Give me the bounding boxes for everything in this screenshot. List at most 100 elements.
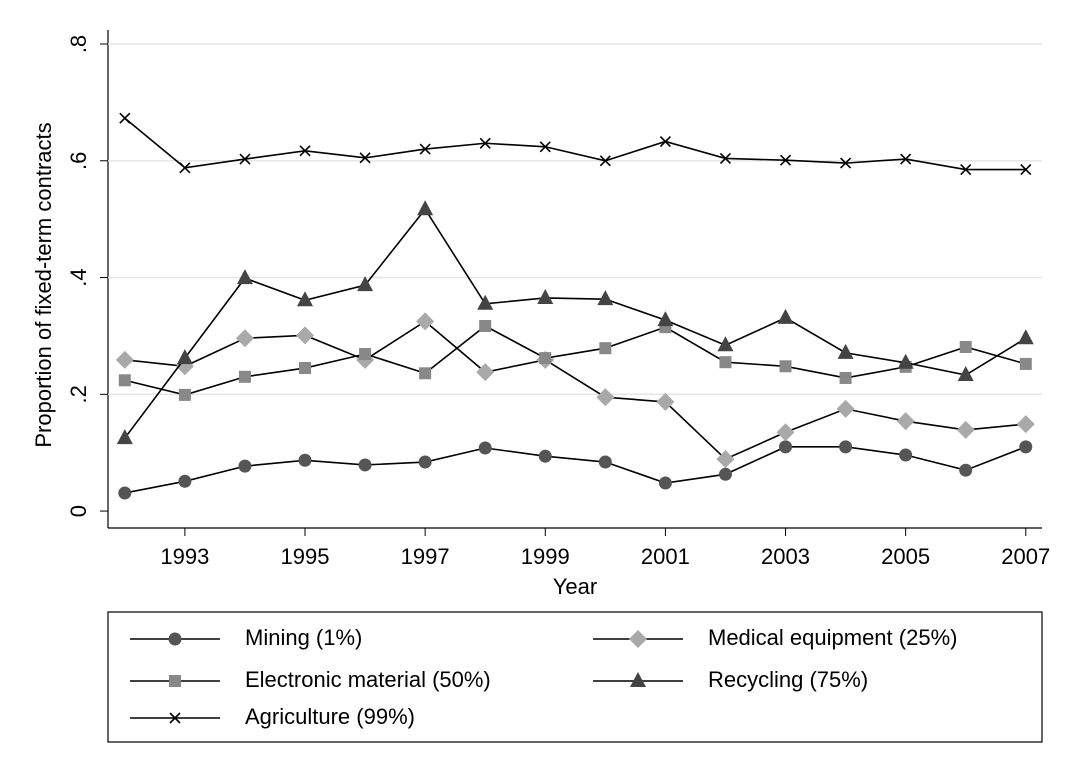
legend-label: Electronic material (50%)	[245, 667, 491, 692]
marker	[659, 135, 671, 148]
marker	[235, 329, 254, 348]
legend-box	[107, 611, 1043, 743]
y-tick-label: .8	[66, 35, 91, 53]
marker	[716, 450, 735, 469]
y-tick-label: 0	[66, 505, 91, 517]
x-tick-label: 2007	[1001, 544, 1050, 569]
marker	[957, 366, 974, 382]
marker	[119, 112, 131, 124]
marker	[178, 388, 191, 401]
y-tick-label: .6	[66, 152, 91, 170]
marker	[629, 630, 647, 648]
series-line	[124, 325, 1026, 396]
marker	[539, 141, 551, 153]
marker	[179, 162, 191, 174]
marker	[897, 353, 914, 369]
marker	[658, 476, 672, 490]
marker	[476, 363, 495, 382]
marker	[538, 449, 552, 463]
marker	[779, 360, 792, 373]
marker	[956, 420, 975, 439]
marker	[840, 157, 852, 169]
marker	[296, 326, 315, 345]
marker	[776, 423, 795, 442]
marker	[236, 269, 253, 285]
marker	[299, 145, 311, 157]
x-tick-label: 1993	[160, 544, 209, 569]
x-tick-label: 1997	[401, 544, 450, 569]
marker	[777, 308, 794, 324]
marker	[657, 311, 674, 327]
x-axis-label: Year	[553, 574, 597, 599]
marker	[176, 349, 193, 365]
marker	[169, 675, 181, 687]
marker	[630, 672, 646, 687]
marker	[959, 341, 972, 354]
marker	[298, 453, 312, 467]
marker	[115, 350, 134, 369]
marker	[718, 467, 732, 481]
marker	[358, 458, 372, 472]
marker	[719, 152, 732, 165]
marker	[779, 154, 792, 166]
marker	[116, 429, 133, 445]
y-tick-label: .4	[66, 268, 91, 286]
marker	[900, 153, 912, 165]
marker	[477, 294, 494, 310]
marker	[597, 290, 614, 306]
x-tick-label: 2001	[641, 544, 690, 569]
marker	[297, 291, 314, 307]
marker	[299, 362, 312, 375]
marker	[719, 356, 732, 369]
marker	[959, 463, 973, 477]
legend-label: Mining (1%)	[245, 625, 362, 650]
marker	[599, 155, 611, 167]
marker	[479, 319, 492, 332]
marker	[359, 152, 371, 164]
marker	[899, 448, 913, 462]
series-line	[124, 446, 1027, 494]
marker	[239, 153, 251, 165]
x-tick-label: 1999	[521, 544, 570, 569]
marker	[839, 440, 853, 454]
marker	[1017, 329, 1034, 345]
marker	[896, 412, 915, 431]
marker	[238, 370, 251, 383]
series-line	[124, 320, 1026, 461]
y-axis-label: Proportion of fixed-term contracts	[31, 122, 56, 447]
legend-label: Agriculture (99%)	[245, 704, 415, 729]
marker	[599, 342, 612, 355]
marker	[836, 399, 855, 418]
marker	[779, 440, 793, 454]
marker	[598, 455, 612, 469]
marker	[178, 474, 192, 488]
marker	[168, 632, 182, 646]
series-line	[124, 117, 1026, 171]
marker	[596, 388, 615, 407]
marker	[1019, 357, 1032, 370]
marker	[1019, 440, 1033, 454]
x-tick-label: 1995	[281, 544, 330, 569]
y-tick-label: .2	[66, 385, 91, 403]
marker	[418, 455, 432, 469]
marker	[479, 137, 491, 149]
marker	[717, 336, 734, 352]
marker	[537, 288, 554, 304]
marker	[656, 392, 675, 411]
marker	[357, 276, 374, 292]
legend-label: Recycling (75%)	[708, 667, 868, 692]
marker	[238, 459, 252, 473]
marker	[419, 367, 432, 380]
marker	[478, 441, 492, 455]
x-tick-label: 2003	[761, 544, 810, 569]
marker	[359, 348, 372, 361]
marker	[1020, 163, 1032, 176]
marker	[1016, 415, 1035, 434]
marker	[960, 163, 972, 176]
series-line	[124, 207, 1027, 439]
marker	[118, 486, 132, 500]
marker	[839, 371, 852, 384]
marker	[539, 352, 552, 365]
